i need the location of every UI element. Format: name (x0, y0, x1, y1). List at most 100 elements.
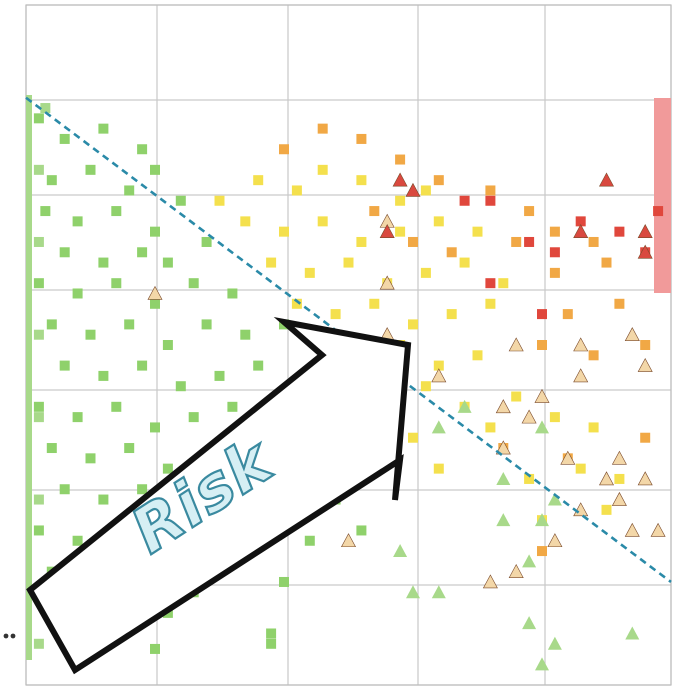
square-point (330, 309, 341, 320)
square-point (279, 226, 289, 237)
square-point (40, 206, 51, 217)
triangle-point (379, 224, 395, 238)
square-point (511, 391, 522, 402)
square-point (46, 319, 57, 330)
triangle-point (535, 513, 549, 527)
square-point (601, 504, 612, 515)
square-point (588, 350, 599, 361)
square-point (150, 226, 160, 237)
square-point (33, 164, 44, 175)
square-point (408, 319, 418, 330)
square-point (524, 206, 535, 217)
square-point (201, 319, 212, 330)
triangle-point (522, 554, 537, 568)
square-point (240, 329, 251, 340)
square-point (485, 278, 496, 289)
square-point (266, 628, 277, 639)
square-point (59, 360, 70, 371)
square-point (188, 278, 199, 289)
triangle-point (650, 522, 666, 537)
triangle-point (521, 409, 537, 424)
square-point (446, 309, 457, 320)
square-point (356, 133, 367, 144)
square-point (33, 638, 44, 649)
square-point (98, 123, 109, 134)
square-point (433, 175, 444, 186)
triangle-point (637, 357, 653, 372)
square-point (72, 288, 83, 299)
triangle-point (522, 616, 537, 630)
square-point (124, 319, 135, 330)
square-point (266, 257, 277, 268)
square-point (472, 226, 483, 237)
triangle-point (393, 544, 408, 558)
square-point (420, 267, 431, 278)
square-point (72, 535, 83, 546)
square-point (304, 535, 315, 546)
triangle-point (379, 275, 395, 290)
square-point (137, 144, 148, 155)
square-point (46, 443, 57, 454)
square-point (485, 185, 496, 196)
square-point (33, 113, 44, 124)
triangle-point (573, 337, 589, 352)
square-point (549, 412, 560, 423)
triangle-point (431, 585, 446, 599)
square-point (408, 432, 418, 443)
risk-arrow (26, 317, 412, 675)
square-point (369, 298, 380, 309)
square-point (253, 360, 264, 371)
square-point (291, 298, 302, 309)
square-point (124, 443, 135, 454)
square-point (59, 484, 70, 495)
triangle-point (508, 564, 524, 578)
square-point (85, 453, 96, 464)
square-point (150, 422, 160, 433)
square-point (162, 463, 173, 474)
square-point (85, 329, 96, 340)
square-point (433, 360, 444, 371)
triangle-point (406, 585, 420, 599)
stray-dot (3, 633, 9, 639)
square-point (575, 216, 586, 227)
square-point (33, 412, 44, 423)
square-point (291, 185, 302, 196)
square-point (85, 164, 96, 175)
square-point (498, 278, 509, 289)
square-point (40, 103, 51, 114)
square-point (459, 257, 470, 268)
triangle-point (598, 172, 615, 187)
square-point (33, 236, 44, 247)
square-point (150, 643, 160, 654)
red-risk-band (654, 98, 671, 293)
stray-dot (10, 633, 16, 639)
triangle-point (495, 440, 511, 455)
square-point (214, 370, 225, 381)
square-point (137, 247, 148, 258)
square-point (59, 247, 70, 258)
triangle-point (560, 450, 576, 465)
triangle-point (547, 636, 562, 650)
risk-threshold-line (25, 96, 672, 584)
square-point (162, 257, 173, 268)
square-point (317, 216, 328, 227)
triangle-point (637, 471, 653, 486)
square-point (614, 226, 625, 237)
square-point (614, 298, 625, 309)
square-point (317, 164, 328, 175)
triangle-point (625, 626, 640, 640)
triangle-point (573, 368, 589, 383)
triangle-point (573, 224, 589, 238)
triangle-point (547, 533, 563, 548)
triangle-point (457, 399, 472, 413)
square-point (33, 525, 44, 536)
square-point (33, 494, 44, 505)
triangle-point (495, 399, 511, 414)
square-point (98, 370, 109, 381)
square-point (72, 216, 83, 227)
square-point (537, 340, 547, 350)
square-point (524, 236, 535, 247)
square-point (511, 236, 522, 247)
triangle-point (624, 327, 640, 341)
